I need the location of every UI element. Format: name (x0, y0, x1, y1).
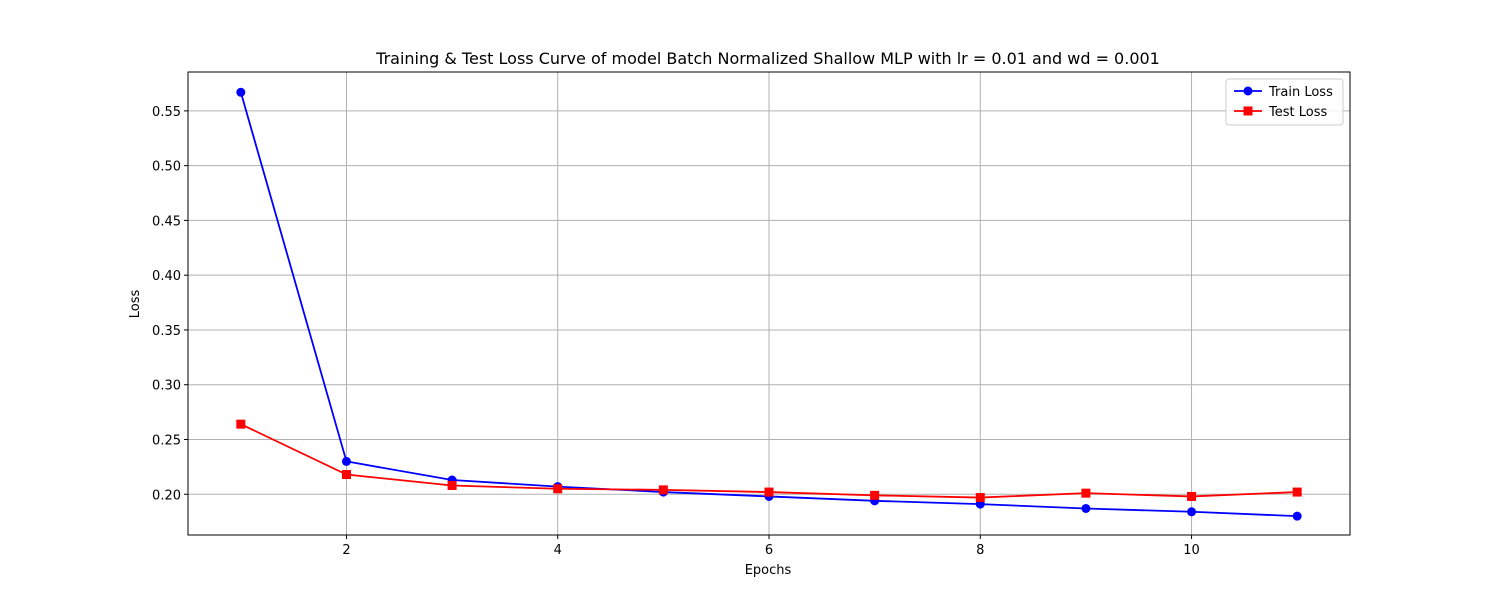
y-tick-label: 0.55 (152, 105, 181, 120)
test-loss-point (1292, 487, 1302, 497)
legend-train-loss-label: Train Loss (1268, 85, 1333, 100)
x-tick-label: 2 (342, 543, 350, 558)
test-loss-point (658, 485, 668, 495)
legend-train-loss-marker (1243, 86, 1253, 96)
test-loss-point (975, 493, 985, 503)
y-tick-label: 0.50 (152, 160, 181, 175)
series-group (236, 87, 1302, 521)
test-loss-point (870, 490, 880, 500)
test-loss-point (447, 480, 457, 490)
train-loss-point (236, 87, 246, 97)
legend: Train Loss Test Loss (1225, 78, 1344, 126)
test-loss-point (1187, 491, 1197, 501)
legend-test-loss-label: Test Loss (1268, 105, 1327, 120)
x-tick-label: 8 (976, 543, 984, 558)
test-loss-point (1081, 488, 1091, 498)
x-tick-label: 6 (765, 543, 773, 558)
y-tick-label: 0.35 (152, 324, 181, 339)
y-tick-label: 0.20 (152, 488, 181, 503)
test-loss-point (764, 487, 774, 497)
chart-title: Training & Test Loss Curve of model Batc… (375, 49, 1160, 68)
train-loss-point (341, 456, 351, 466)
axis-ticks: 2 4 6 8 10 0.20 0.25 0.30 0.35 0.40 0.45 0.50 0.55 (152, 105, 1200, 558)
test-loss-point (341, 470, 351, 480)
test-loss-point (553, 484, 563, 494)
train-loss-point (1081, 503, 1091, 513)
legend-test-loss-marker (1243, 106, 1253, 116)
x-tick-label: 10 (1183, 543, 1200, 558)
y-tick-label: 0.30 (152, 379, 181, 394)
y-axis-label: Loss (128, 290, 143, 319)
x-axis-label: Epochs (745, 563, 792, 578)
train-loss-point (1187, 507, 1197, 517)
test-loss-point (236, 419, 246, 429)
y-tick-label: 0.25 (152, 433, 181, 448)
x-tick-label: 4 (554, 543, 562, 558)
train-loss-point (1292, 511, 1302, 521)
y-tick-label: 0.40 (152, 269, 181, 284)
grid-lines (188, 72, 1350, 535)
plot-frame (187, 71, 1351, 536)
y-tick-label: 0.45 (152, 214, 181, 229)
